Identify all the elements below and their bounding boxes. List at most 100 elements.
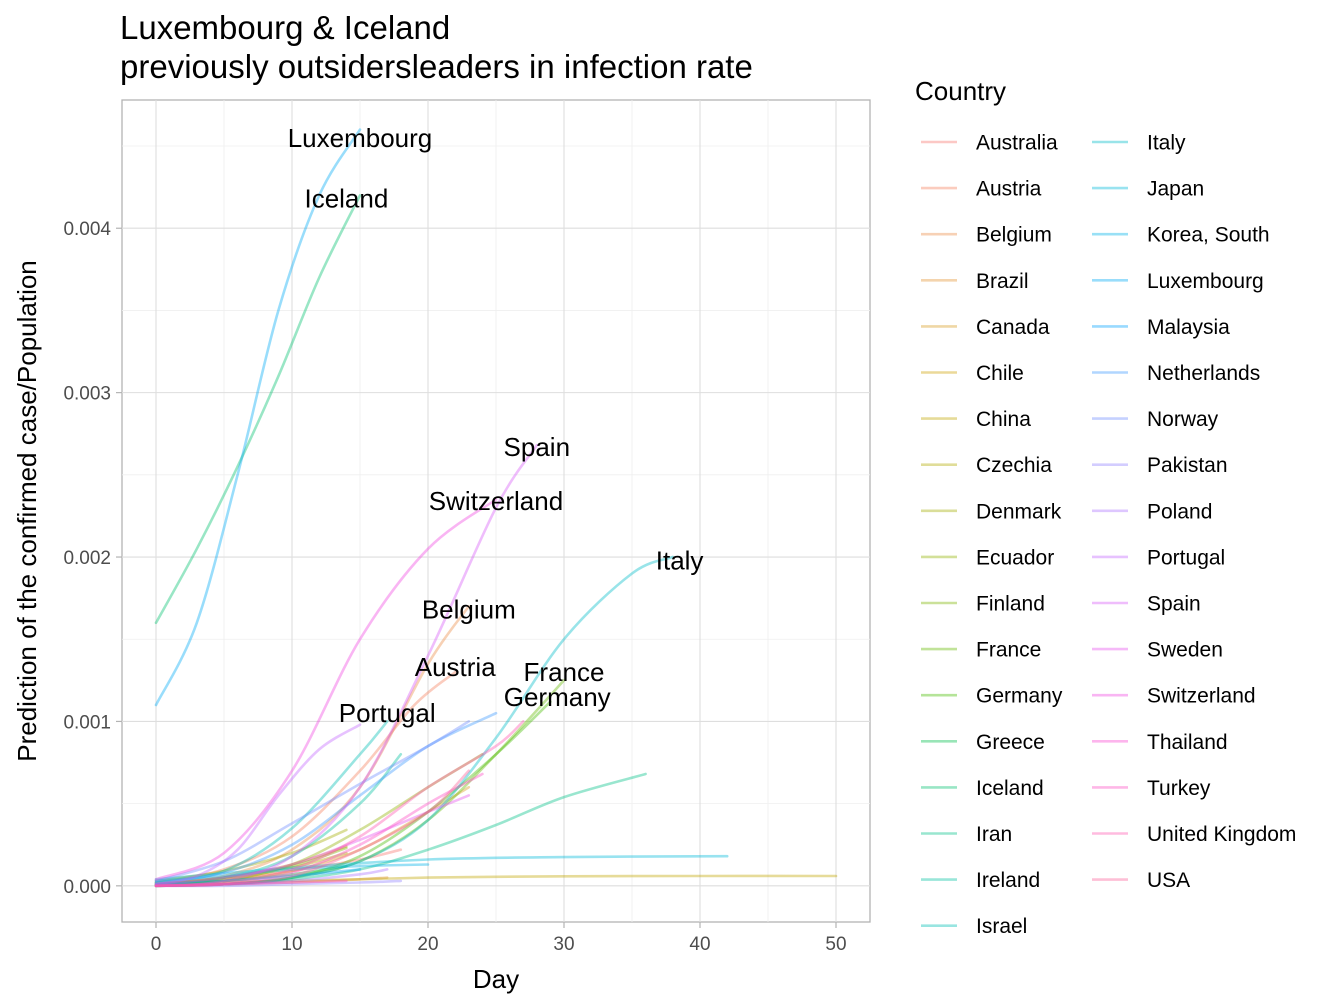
legend-item-ecuador: Ecuador xyxy=(921,546,1054,569)
legend-item-usa: USA xyxy=(1092,869,1190,892)
legend-label-norway: Norway xyxy=(1147,408,1219,431)
legend-item-japan: Japan xyxy=(1092,178,1204,201)
chart-title-line-1: Luxembourg & Iceland xyxy=(120,9,450,46)
series-line-luxembourg xyxy=(154,128,362,707)
annotation-belgium: Belgium xyxy=(422,595,516,625)
legend: Australia Austria Belgium Brazil Canada Chile… xyxy=(921,132,1296,938)
legend-label-czechia: Czechia xyxy=(976,454,1052,477)
legend-label-iceland: Iceland xyxy=(976,777,1044,800)
legend-label-japan: Japan xyxy=(1147,178,1204,201)
legend-label-sweden: Sweden xyxy=(1147,639,1223,662)
legend-label-ireland: Ireland xyxy=(976,869,1040,892)
annotation-luxembourg: Luxembourg xyxy=(288,123,433,153)
series-line-greece xyxy=(154,864,348,886)
x-tick-label: 40 xyxy=(689,934,710,955)
series-line-italy xyxy=(154,555,675,888)
plot-grid xyxy=(122,100,870,922)
legend-item-ireland: Ireland xyxy=(921,869,1040,892)
series-line-japan xyxy=(154,854,729,881)
legend-item-chile: Chile xyxy=(921,362,1024,385)
series-line-finland xyxy=(154,846,348,886)
series-layer xyxy=(154,128,838,888)
legend-item-israel: Israel xyxy=(921,915,1027,938)
series-line-denmark xyxy=(154,828,348,883)
series-line-ecuador xyxy=(154,753,484,888)
x-tick-label: 10 xyxy=(281,934,302,955)
legend-label-spain: Spain xyxy=(1147,593,1201,616)
legend-label-denmark: Denmark xyxy=(976,500,1062,523)
legend-label-luxembourg: Luxembourg xyxy=(1147,270,1264,293)
legend-label-iran: Iran xyxy=(976,823,1012,846)
annotation-switzerland: Switzerland xyxy=(429,486,563,516)
legend-label-usa: USA xyxy=(1147,869,1190,892)
annotation-spain: Spain xyxy=(504,432,571,462)
legend-item-sweden: Sweden xyxy=(1092,639,1223,662)
legend-item-portugal: Portugal xyxy=(1092,546,1225,569)
legend-label-malaysia: Malaysia xyxy=(1147,316,1230,339)
series-line-brazil xyxy=(154,876,389,888)
legend-label-greece: Greece xyxy=(976,731,1045,754)
legend-item-poland: Poland xyxy=(1092,500,1212,523)
series-line-germany xyxy=(154,700,552,888)
series-line-korea-south xyxy=(154,863,430,883)
annotation-iceland: Iceland xyxy=(304,184,388,214)
series-line-austria xyxy=(154,670,457,884)
series-line-belgium xyxy=(154,605,471,886)
x-tick-label: 30 xyxy=(553,934,574,955)
series-line-netherlands xyxy=(154,711,498,884)
legend-item-france: France xyxy=(921,639,1041,662)
series-line-turkey xyxy=(154,772,484,888)
series-line-france xyxy=(154,679,566,888)
legend-label-turkey: Turkey xyxy=(1147,777,1211,800)
legend-item-norway: Norway xyxy=(1092,408,1219,431)
annotation-austria: Austria xyxy=(415,652,496,682)
legend-label-israel: Israel xyxy=(976,915,1027,938)
chart-title-line-2: previously outsidersleaders in infection… xyxy=(120,48,753,85)
series-line-switzerland xyxy=(154,498,498,881)
legend-item-pakistan: Pakistan xyxy=(1092,454,1228,477)
series-line-czechia xyxy=(154,851,348,886)
legend-item-australia: Australia xyxy=(921,132,1058,155)
y-tick-label: 0.001 xyxy=(63,712,111,733)
legend-label-france: France xyxy=(976,639,1041,662)
legend-item-iceland: Iceland xyxy=(921,777,1044,800)
series-line-sweden xyxy=(154,794,471,886)
series-line-malaysia xyxy=(154,868,362,886)
legend-item-brazil: Brazil xyxy=(921,270,1029,293)
x-tick-label: 20 xyxy=(417,934,438,955)
series-line-israel xyxy=(154,720,389,884)
series-line-poland xyxy=(154,868,389,888)
y-tick-label: 0.000 xyxy=(63,877,111,898)
legend-item-iran: Iran xyxy=(921,823,1012,846)
legend-label-netherlands: Netherlands xyxy=(1147,362,1260,385)
legend-label-poland: Poland xyxy=(1147,500,1212,523)
series-line-portugal xyxy=(154,723,362,886)
legend-label-chile: Chile xyxy=(976,362,1024,385)
legend-item-korea-south: Korea, South xyxy=(1092,224,1270,247)
legend-item-turkey: Turkey xyxy=(1092,777,1211,800)
legend-item-greece: Greece xyxy=(921,731,1045,754)
legend-label-portugal: Portugal xyxy=(1147,546,1225,569)
legend-label-switzerland: Switzerland xyxy=(1147,685,1256,708)
axis-layer: 0 10 20 30 40 50 0.000 0.001 0.002 0.003 0.004 xyxy=(63,219,846,955)
legend-label-austria: Austria xyxy=(976,178,1042,201)
annotation-portugal: Portugal xyxy=(339,698,436,728)
legend-item-belgium: Belgium xyxy=(921,224,1052,247)
series-line-ireland xyxy=(154,753,403,886)
series-line-canada xyxy=(154,785,471,886)
legend-item-china: China xyxy=(921,408,1031,431)
legend-label-china: China xyxy=(976,408,1031,431)
series-line-united-kingdom xyxy=(154,720,525,888)
series-line-norway xyxy=(154,720,471,883)
annotation-italy: Italy xyxy=(656,545,704,575)
series-line-chile xyxy=(154,845,348,886)
series-line-iran xyxy=(154,772,647,888)
legend-label-finland: Finland xyxy=(976,593,1045,616)
x-tick-label: 50 xyxy=(825,934,846,955)
legend-label-brazil: Brazil xyxy=(976,270,1029,293)
legend-item-germany: Germany xyxy=(921,685,1063,708)
legend-item-spain: Spain xyxy=(1092,593,1201,616)
series-line-thailand xyxy=(154,879,348,888)
annotation-france: France xyxy=(524,657,605,687)
annotation-germany: Germany xyxy=(504,682,611,712)
